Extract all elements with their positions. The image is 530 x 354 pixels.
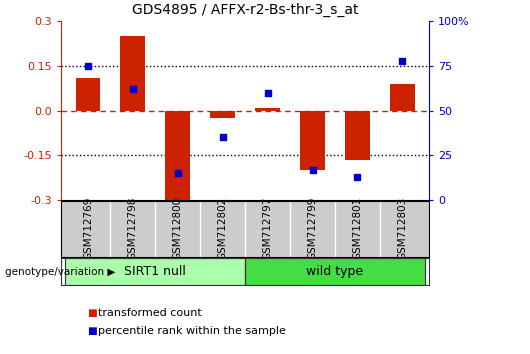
Text: GSM712799: GSM712799 <box>307 197 317 261</box>
Point <box>84 63 92 69</box>
Point <box>308 167 317 172</box>
Text: GSM712769: GSM712769 <box>83 197 93 261</box>
Bar <box>255 108 280 110</box>
Bar <box>65 258 245 285</box>
Point <box>218 135 227 140</box>
Text: GSM712800: GSM712800 <box>173 197 183 260</box>
Bar <box>300 110 325 170</box>
Text: ■: ■ <box>87 308 97 318</box>
Text: GSM712798: GSM712798 <box>128 197 138 261</box>
Point <box>353 174 361 179</box>
Point <box>129 86 137 92</box>
Text: percentile rank within the sample: percentile rank within the sample <box>98 326 286 336</box>
Text: GSM712802: GSM712802 <box>218 197 228 260</box>
Bar <box>345 110 370 160</box>
Text: SIRT1 null: SIRT1 null <box>125 265 186 278</box>
Text: transformed count: transformed count <box>98 308 202 318</box>
Title: GDS4895 / AFFX-r2-Bs-thr-3_s_at: GDS4895 / AFFX-r2-Bs-thr-3_s_at <box>132 3 358 17</box>
Text: ■: ■ <box>87 326 97 336</box>
Text: GSM712797: GSM712797 <box>262 197 272 261</box>
Bar <box>120 36 145 110</box>
Text: GSM712801: GSM712801 <box>352 197 363 260</box>
Point <box>398 58 407 63</box>
Bar <box>245 258 425 285</box>
Point <box>173 170 182 176</box>
Bar <box>76 78 100 110</box>
Bar <box>390 84 414 110</box>
Text: genotype/variation ▶: genotype/variation ▶ <box>5 267 116 277</box>
Point <box>263 90 272 96</box>
Text: GSM712803: GSM712803 <box>398 197 408 260</box>
Bar <box>165 110 190 201</box>
Text: wild type: wild type <box>306 265 364 278</box>
Bar <box>210 110 235 118</box>
